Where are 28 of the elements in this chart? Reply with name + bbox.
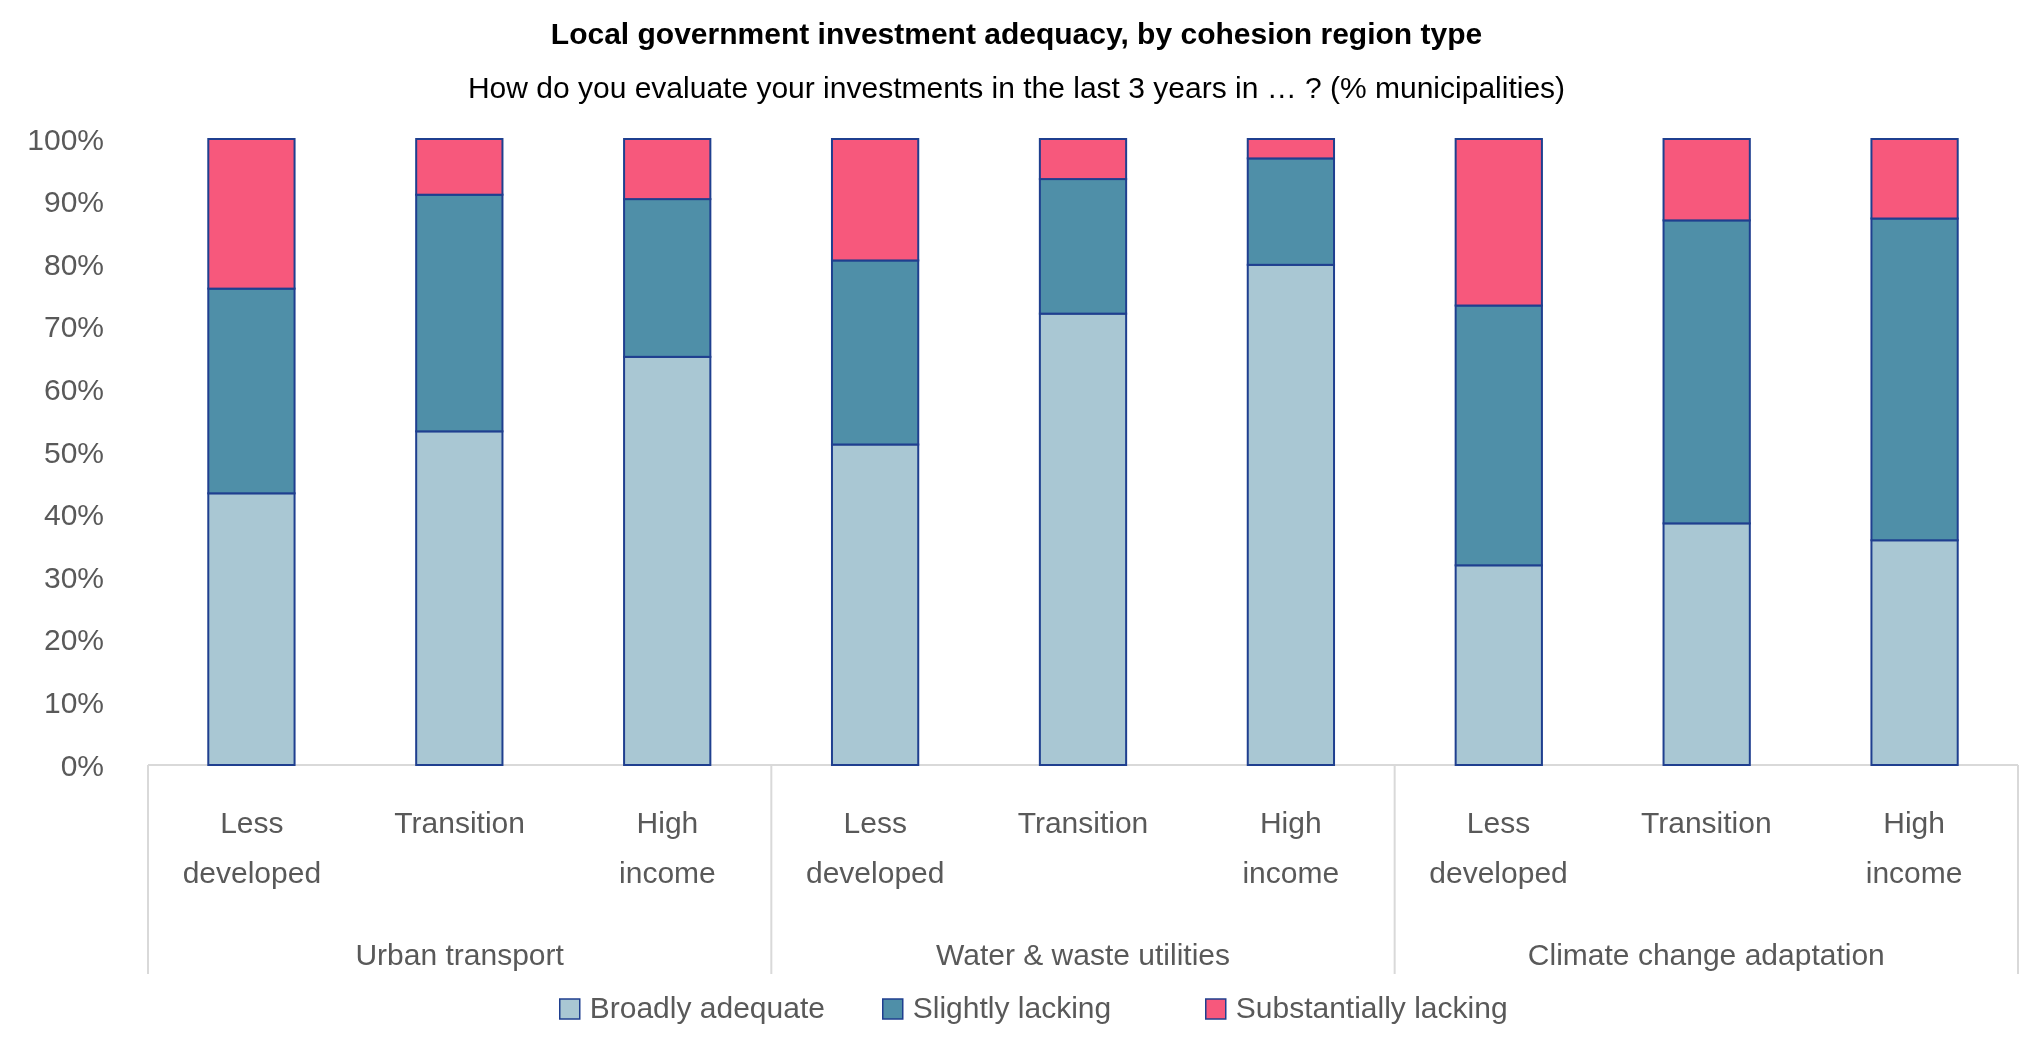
y-tick-label: 30% [43,560,104,594]
y-tick-label: 50% [43,435,104,469]
y-tick-label: 20% [43,623,104,657]
y-tick-label: 80% [43,247,104,281]
y-tick-label: 0% [60,748,104,782]
x-tick-label: High income [1865,806,1963,889]
chart-subtitle: How do you evaluate your investments in the last 3 years in … ? (% municipalities) [467,71,1566,104]
x-tick-label: Less developed [1429,806,1568,889]
x-tick-label: High income [1242,806,1340,889]
x-tick-label: Transition [394,806,525,839]
y-tick-label: 90% [43,185,104,219]
legend-label: Slightly lacking [912,991,1112,1024]
y-tick-label: 60% [43,372,104,406]
y-tick-label: 10% [43,685,104,719]
x-tick-label: Transition [1641,806,1772,839]
legend-label: Substantially lacking [1235,991,1508,1024]
x-tick-label: Transition [1017,806,1149,839]
x-tick-label: Less developed [182,806,322,889]
legend-label: Broadly adequate [589,991,825,1024]
chart-title: Local government investment adequacy, by cohesion region type [550,17,1483,50]
y-tick-label: 100% [27,122,104,156]
x-tick-label: High income [619,806,716,889]
y-tick-label: 40% [43,498,104,532]
text: Water & waste utilities [936,938,1230,971]
x-tick-label: Less developed [805,806,945,889]
y-tick-label: 70% [43,310,104,344]
text: Urban transport [355,938,565,971]
text: Climate change adaptation [1527,938,1885,971]
